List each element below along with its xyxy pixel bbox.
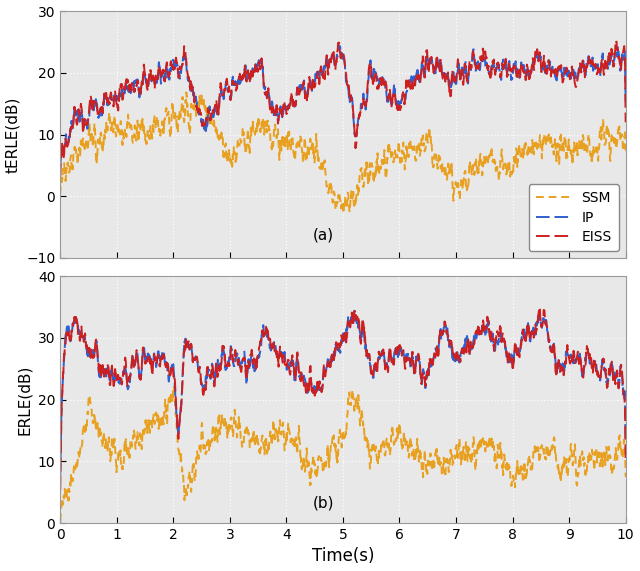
SSM (605, 446, 613, 453)
SSM (340, 210, 348, 216)
EISS (622, 119, 630, 126)
EISS (85, 108, 93, 115)
IP (351, 307, 358, 314)
SSM (182, 89, 190, 96)
IP (316, 67, 324, 74)
SSM (332, 448, 339, 455)
EISS (85, 346, 93, 353)
IP (332, 350, 339, 357)
Legend: SSM, IP, EISS: SSM, IP, EISS (529, 184, 619, 251)
EISS (605, 367, 613, 373)
SSM (605, 147, 613, 154)
Line: SSM: SSM (60, 386, 626, 521)
Text: (b): (b) (312, 496, 334, 510)
SSM (332, 205, 339, 212)
IP (622, 435, 630, 441)
IP (622, 98, 630, 104)
EISS (622, 459, 630, 466)
SSM (502, 464, 509, 471)
Line: IP: IP (60, 46, 626, 168)
IP (605, 373, 613, 380)
Y-axis label: ERLE(dB): ERLE(dB) (17, 364, 32, 435)
Text: (a): (a) (312, 227, 333, 243)
SSM (56, 518, 64, 525)
EISS (56, 486, 64, 493)
SSM (56, 191, 64, 198)
X-axis label: Time(s): Time(s) (312, 548, 374, 565)
IP (502, 347, 509, 353)
EISS (332, 343, 339, 350)
EISS (605, 50, 613, 57)
EISS (502, 57, 509, 63)
IP (85, 116, 93, 123)
SSM (170, 383, 177, 389)
EISS (56, 174, 64, 180)
Line: EISS: EISS (60, 41, 626, 177)
Line: SSM: SSM (60, 93, 626, 213)
SSM (622, 473, 630, 480)
Y-axis label: tERLE(dB): tERLE(dB) (6, 96, 20, 172)
IP (605, 61, 613, 68)
EISS (332, 67, 339, 74)
EISS (605, 371, 613, 377)
IP (316, 386, 324, 393)
SSM (606, 153, 614, 160)
EISS (316, 70, 324, 77)
Line: EISS: EISS (60, 309, 626, 490)
IP (605, 59, 613, 66)
SSM (85, 395, 93, 401)
IP (335, 42, 342, 49)
IP (605, 372, 613, 379)
EISS (316, 380, 324, 387)
Line: IP: IP (60, 311, 626, 477)
SSM (85, 122, 93, 128)
EISS (605, 51, 612, 58)
SSM (605, 449, 613, 456)
IP (502, 61, 509, 67)
SSM (502, 169, 510, 176)
EISS (536, 305, 543, 312)
IP (85, 352, 93, 359)
SSM (317, 458, 324, 465)
IP (56, 165, 64, 172)
SSM (317, 163, 324, 170)
IP (56, 473, 64, 480)
SSM (622, 147, 630, 154)
EISS (612, 37, 620, 44)
EISS (502, 342, 509, 349)
IP (332, 59, 339, 66)
